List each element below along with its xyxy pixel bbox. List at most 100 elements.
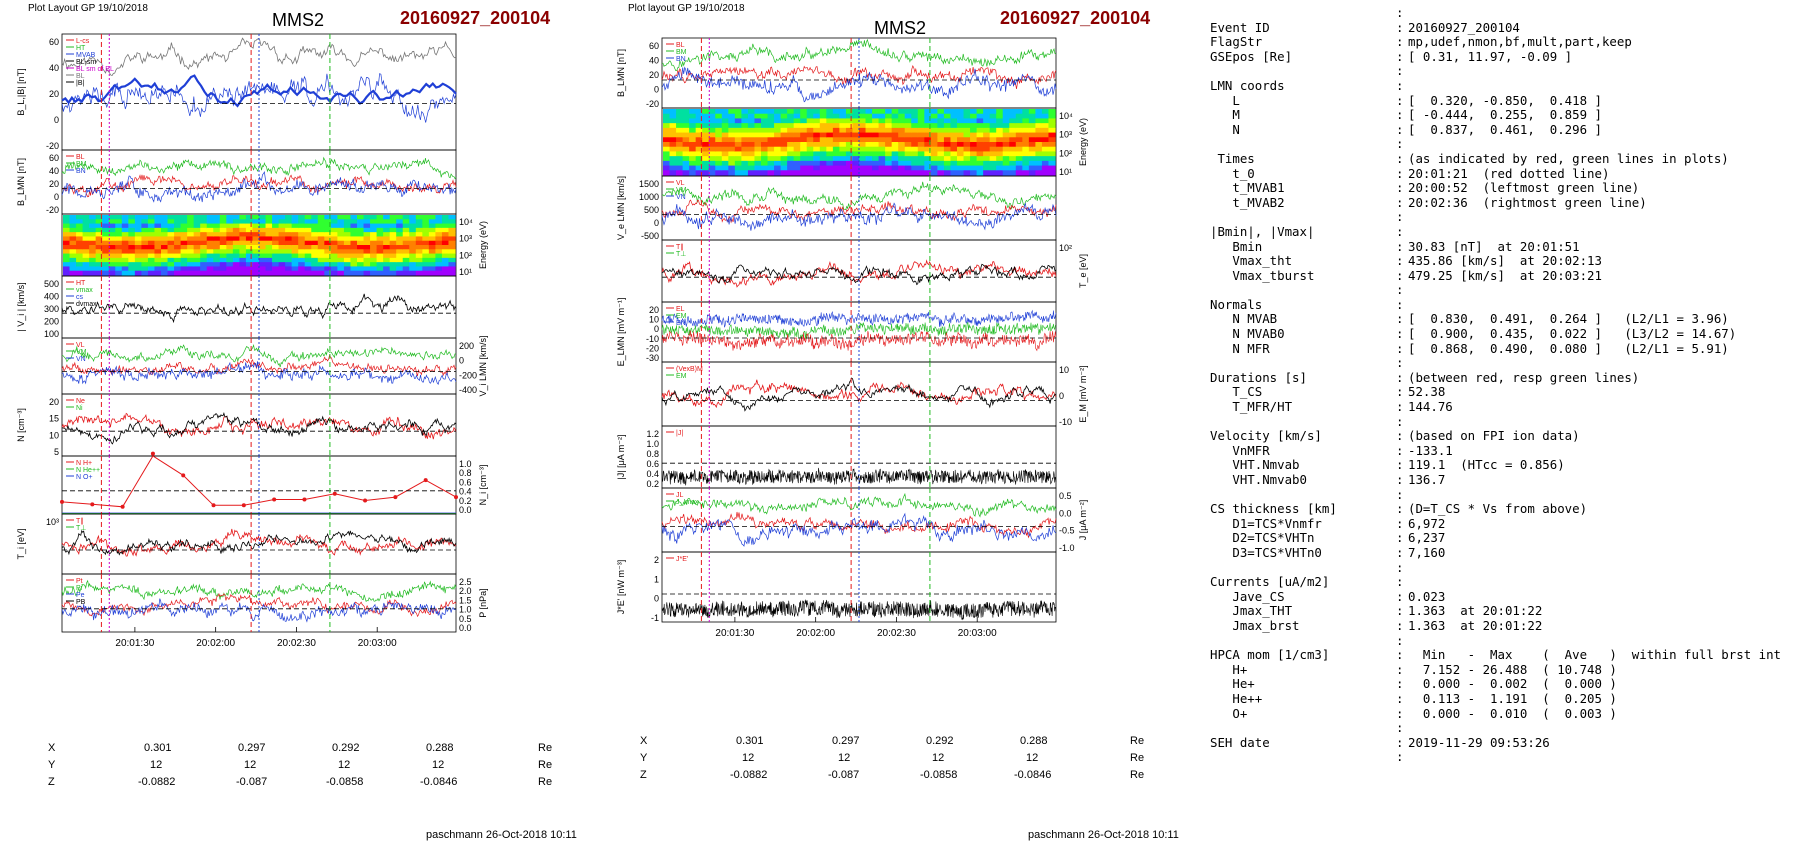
spectrogram-cell [343, 257, 352, 263]
series-line [661, 511, 1057, 539]
spectrogram-cell [448, 223, 456, 229]
spectrogram-cell [415, 236, 423, 242]
tick-label: -0.5 [1059, 526, 1075, 536]
legend-label: Pe [76, 592, 85, 599]
spectrogram-cell [370, 245, 378, 250]
info-value: [ -0.444, 0.255, 0.859 ] [1408, 107, 1602, 123]
spectrogram-cell [813, 137, 821, 143]
spectrogram-cell [82, 249, 90, 255]
spectrogram-cell [806, 123, 814, 129]
spectrogram-cell [819, 156, 827, 162]
spectrogram-cell [63, 249, 71, 255]
spectrogram-cell [376, 249, 384, 255]
spectrogram-cell [663, 160, 671, 167]
spectrogram-cell [898, 170, 906, 176]
spectrogram-cell [304, 249, 312, 255]
tick-label: 200 [44, 317, 59, 327]
tick-label: 1.0 [459, 605, 472, 615]
spectrogram-cell [357, 232, 365, 238]
spectrogram-cell [695, 118, 703, 124]
info-value: (D=T_CS * Vs from above) [1408, 501, 1588, 517]
spectrogram-cell [819, 127, 827, 134]
spectrogram-cell [304, 227, 312, 233]
spectrogram-cell [728, 142, 736, 148]
spectrogram-cell [252, 266, 260, 272]
spectrogram-cell [200, 223, 208, 229]
spectrogram-cell [793, 151, 801, 157]
spectrogram-cell [272, 232, 280, 238]
spectrogram-cell [774, 146, 782, 153]
spectrogram-cell [134, 266, 142, 272]
spectrogram-cell [852, 142, 860, 148]
legend-label: EM [676, 373, 687, 380]
spectrogram-cell [872, 109, 880, 115]
spectrogram-cell [180, 223, 188, 229]
spectrogram-cell [832, 170, 840, 176]
spectrogram-cell [278, 257, 286, 263]
spectrogram-cell [291, 245, 299, 250]
tick-label: -20 [46, 141, 59, 151]
legend-label: L-cs [76, 38, 90, 45]
spectrogram-cell [930, 113, 938, 120]
spectrogram-cell [272, 253, 280, 259]
spectrogram-cell [298, 219, 306, 225]
spectrogram-cell [121, 266, 129, 272]
info-key: N MVAB [1210, 311, 1278, 327]
spectrogram-cell [317, 215, 325, 220]
spectrogram-cell [957, 132, 965, 138]
info-value: (based on FPI ion data) [1408, 428, 1580, 444]
spectrogram-cell [819, 142, 827, 148]
spectrogram-cell [1041, 113, 1050, 120]
spectrogram-cell [715, 113, 723, 120]
spectrogram-cell [989, 156, 997, 162]
spectrogram-cell [806, 113, 814, 120]
spectrogram-cell [350, 253, 358, 259]
info-colon: : [1396, 647, 1404, 663]
spectrogram-cell [383, 236, 391, 242]
spectrogram-cell [676, 165, 684, 171]
spectrogram-cell [206, 257, 214, 263]
data-point [393, 495, 398, 500]
axis-title: J [μA m⁻²] [1078, 500, 1088, 540]
spectrogram-cell [1009, 165, 1017, 171]
spectrogram-cell [950, 137, 958, 143]
spectrogram-cell [108, 257, 116, 263]
spectrogram-cell [747, 146, 756, 153]
spectrogram-cell [343, 253, 352, 259]
info-row: HPCA mom [1/cm3]: Min - Max ( Ave ) with… [1210, 648, 1790, 663]
event-info-panel: : Event ID:20160927_200104 FlagStr: mp,udef… [1210, 5, 1790, 765]
spectrogram-cell [187, 227, 195, 233]
spectrogram-cell [291, 266, 299, 272]
spectrogram-cell [108, 240, 116, 246]
spectrogram-cell [930, 165, 938, 171]
spectrogram-cell [363, 240, 371, 246]
spectrogram-cell [213, 227, 221, 233]
spectrogram-cell [878, 151, 886, 157]
spectrogram-cell [245, 270, 254, 276]
spectrogram-cell [813, 146, 821, 153]
spectrogram-cell [734, 137, 742, 143]
spectrogram-cell [389, 236, 397, 242]
spectrogram-cell [924, 146, 932, 153]
spectrogram-cell [128, 232, 136, 238]
spectrogram-cell [963, 127, 971, 134]
spectrogram-cell [272, 262, 280, 268]
info-value: 7,160 [1408, 544, 1446, 560]
spectrogram-cell [924, 137, 932, 143]
spectrogram-cell [180, 270, 188, 276]
spectrogram-cell [839, 160, 847, 167]
spectrogram-cell [976, 109, 984, 115]
spectrogram-cell [806, 137, 814, 143]
spectrogram-cell [741, 142, 749, 148]
spectrogram-cell [924, 151, 932, 157]
spectrogram-cell [441, 232, 450, 238]
info-key: VnMFR [1210, 442, 1270, 458]
spectrogram-cell [69, 245, 77, 250]
spectrogram-cell [852, 165, 860, 171]
legend-label: BL [676, 42, 685, 49]
info-value: mp,udef,nmon,bf,mult,part,keep [1408, 34, 1632, 50]
spectrogram-cell [767, 165, 775, 171]
spectrogram-cell [285, 253, 293, 259]
spectrogram-cell [904, 170, 912, 176]
